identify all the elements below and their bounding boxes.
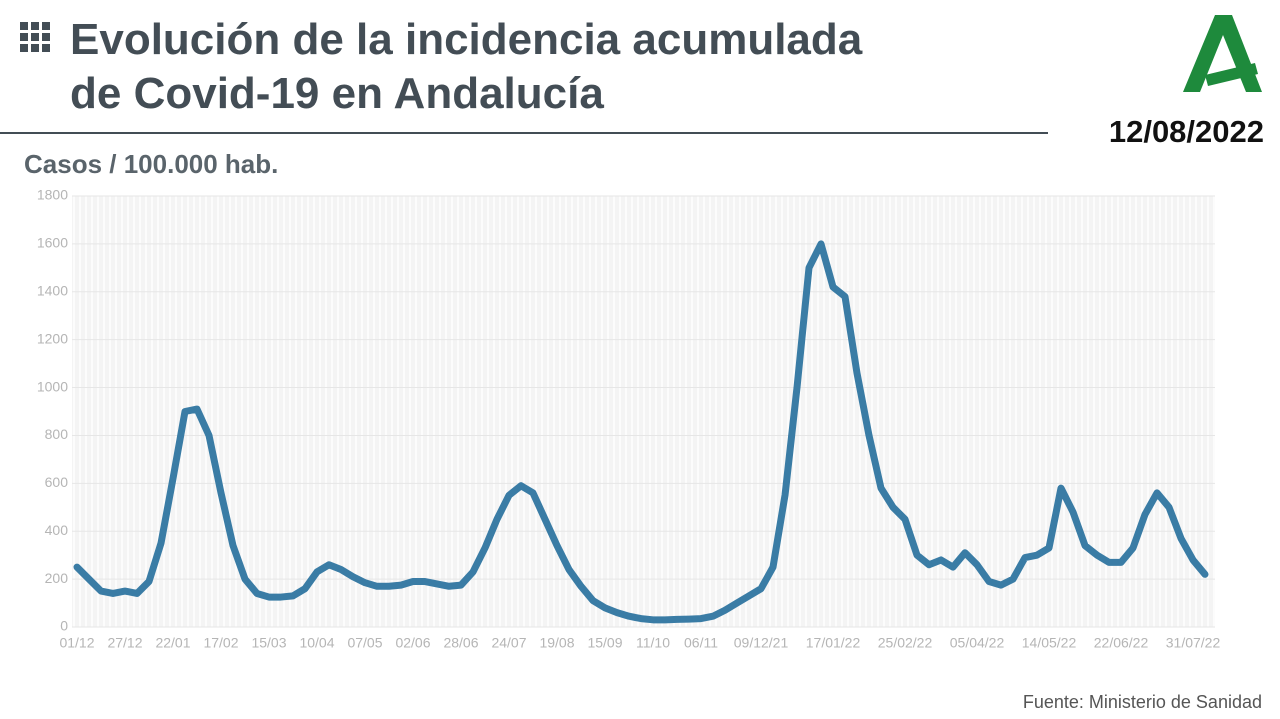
- chart-title: de Covid-19 en Andalucía: [70, 69, 604, 118]
- x-tick-label: 05/04/22: [950, 635, 1005, 651]
- y-tick-label: 800: [45, 426, 69, 442]
- x-tick-label: 19/08: [539, 635, 574, 651]
- x-tick-label: 17/01/22: [806, 635, 861, 651]
- y-tick-label: 600: [45, 474, 69, 490]
- y-tick-label: 1000: [37, 378, 68, 394]
- logo: [1183, 15, 1262, 92]
- x-tick-label: 01/12: [59, 635, 94, 651]
- y-tick-label: 1200: [37, 330, 68, 346]
- x-tick-label: 28/06: [443, 635, 478, 651]
- y-tick-label: 1800: [37, 187, 68, 203]
- y-tick-label: 400: [45, 522, 69, 538]
- x-tick-label: 17/02: [203, 635, 238, 651]
- source: Fuente: Ministerio de Sanidad: [1023, 692, 1262, 712]
- line: [73, 240, 1209, 624]
- x-tick-label: 11/10: [636, 635, 670, 651]
- x-tick-label: 31/07/22: [1166, 635, 1221, 651]
- x-tick-label: 24/07: [491, 635, 526, 651]
- x-tick-label: 25/02/22: [878, 635, 933, 651]
- y-tick-label: 1600: [37, 235, 68, 251]
- y-axis-label: Casos / 100.000 hab.: [24, 149, 278, 179]
- x-tick-label: 22/06/22: [1094, 635, 1149, 651]
- x-tick-label: 10/04: [299, 635, 334, 651]
- chart-title: Evolución de la incidencia acumulada: [70, 15, 863, 64]
- y-tick-label: 0: [60, 618, 68, 634]
- x-tick-label: 06/11: [684, 635, 718, 651]
- menu-icon: [20, 22, 50, 52]
- y-tick-label: 1400: [37, 282, 68, 298]
- x-tick-label: 15/09: [587, 635, 622, 651]
- x-tick-label: 07/05: [347, 635, 382, 651]
- x-tick-label: 14/05/22: [1022, 635, 1077, 651]
- x-tick-label: 22/01: [155, 635, 190, 651]
- x-tick-label: 09/12/21: [734, 635, 789, 651]
- x-tick-label: 02/06: [395, 635, 430, 651]
- y-tick-label: 200: [45, 570, 69, 586]
- x-tick-label: 15/03: [251, 635, 286, 651]
- x-tick-label: 27/12: [107, 635, 142, 651]
- date: 12/08/2022: [1109, 114, 1264, 149]
